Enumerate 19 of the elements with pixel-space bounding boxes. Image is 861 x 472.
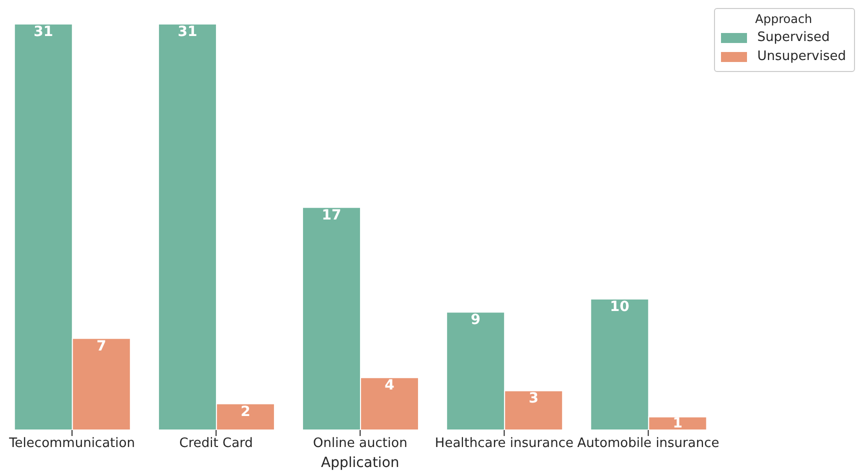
- x-tick-label: Credit Card: [179, 436, 253, 452]
- x-tick-label: Telecommunication: [8, 436, 135, 452]
- data-label: 17: [322, 207, 342, 224]
- data-label: 2: [240, 404, 250, 420]
- x-tick-label: Healthcare insurance: [434, 436, 574, 452]
- data-label: 3: [528, 390, 538, 407]
- data-label: 9: [470, 312, 480, 328]
- x-tick-label: Automobile insurance: [577, 436, 720, 452]
- data-label: 31: [178, 24, 198, 40]
- data-label: 1: [672, 415, 683, 432]
- x-tick-label: Online auction: [312, 436, 408, 452]
- data-label: 10: [610, 299, 630, 316]
- x-axis-title: Application: [321, 455, 400, 471]
- data-label: 4: [384, 378, 395, 394]
- legend-label: Unsupervised: [757, 49, 846, 64]
- legend-title: Approach: [754, 12, 814, 26]
- legend-label: Supervised: [757, 30, 830, 45]
- data-label: 7: [96, 338, 106, 354]
- data-label: 31: [34, 24, 54, 40]
